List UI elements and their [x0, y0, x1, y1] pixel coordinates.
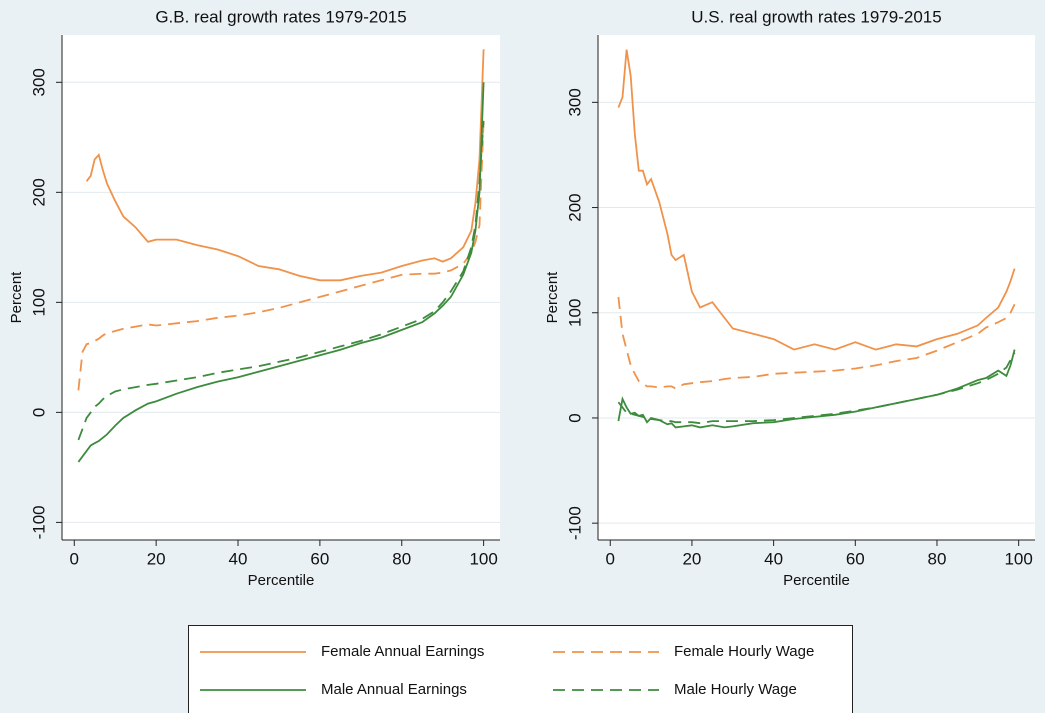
- y-tick-label: 300: [565, 88, 584, 116]
- x-tick-label: 60: [846, 549, 865, 568]
- y-tick-label: 100: [29, 288, 48, 316]
- plot-area: [598, 35, 1035, 540]
- x-tick-label: 40: [764, 549, 783, 568]
- legend-label: Female Hourly Wage: [674, 643, 814, 660]
- x-axis-title: Percentile: [783, 572, 850, 589]
- series-line: [85, 49, 485, 282]
- legend-label: Male Hourly Wage: [674, 681, 797, 698]
- x-tick-label: 80: [928, 549, 947, 568]
- y-axis-title: Percent: [8, 271, 25, 324]
- series-line: [617, 352, 1016, 425]
- chart-title: U.S. real growth rates 1979-2015: [691, 7, 941, 26]
- x-tick-label: 0: [606, 549, 615, 568]
- series-line: [77, 82, 485, 463]
- x-tick-label: 40: [229, 549, 248, 568]
- y-tick-label: 200: [29, 178, 48, 206]
- series-line: [617, 349, 1016, 429]
- legend-label: Male Annual Earnings: [321, 681, 467, 698]
- x-tick-label: 20: [147, 549, 166, 568]
- series-line: [617, 49, 1016, 351]
- y-tick-label: 0: [29, 408, 48, 417]
- x-tick-label: 100: [469, 549, 497, 568]
- legend-box: [188, 625, 853, 713]
- chart-title: G.B. real growth rates 1979-2015: [155, 7, 406, 26]
- x-axis-title: Percentile: [248, 572, 315, 589]
- series-line: [77, 120, 485, 391]
- x-tick-label: 20: [682, 549, 701, 568]
- x-tick-label: 0: [70, 549, 79, 568]
- plot-area: [62, 35, 500, 540]
- x-tick-label: 100: [1004, 549, 1032, 568]
- y-tick-label: 300: [29, 68, 48, 96]
- y-tick-label: -100: [565, 506, 584, 540]
- series-line: [617, 296, 1016, 390]
- y-tick-label: -100: [29, 505, 48, 539]
- y-tick-label: 200: [565, 193, 584, 221]
- y-tick-label: 0: [565, 413, 584, 422]
- y-axis-title: Percent: [544, 271, 561, 324]
- y-tick-label: 100: [565, 299, 584, 327]
- legend-label: Female Annual Earnings: [321, 643, 484, 660]
- x-tick-label: 60: [310, 549, 329, 568]
- x-tick-label: 80: [392, 549, 411, 568]
- series-line: [77, 120, 485, 441]
